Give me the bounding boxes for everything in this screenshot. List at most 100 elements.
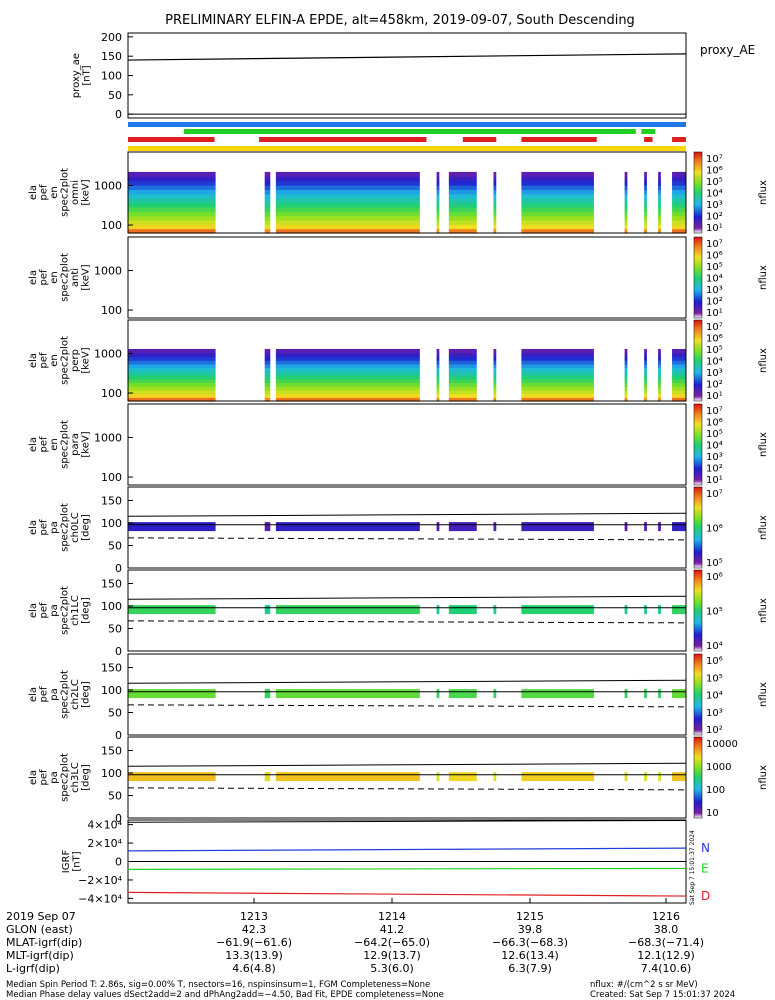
pitch-angle-cell [493,772,497,782]
spectrogram-cell [521,224,594,230]
colorbar-tick-label: 10² [706,380,723,391]
y-tick-label: 1000 [94,179,122,192]
spectrogram-cell [672,228,686,234]
y-tick-label: 50 [108,623,122,636]
spectrogram-cell [521,348,594,354]
spectrogram-cell [521,352,594,357]
y-axis-label: ela pef en spec2plot para [keV] [28,420,92,469]
y-axis-label-line: pef [38,602,49,619]
spectrogram-cell [436,367,440,372]
colorbar-tick-label: 10³ [706,708,723,719]
footer-glon: 38.0 [654,923,679,936]
pitch-angle-cell [658,689,661,699]
status-bar-segment [641,129,656,134]
spectrogram-cell [521,356,594,361]
status-bar-segment [128,137,215,142]
spectrogram-cell [436,389,440,395]
spectrogram-cell [436,356,440,361]
spectrogram-cell [658,382,661,387]
spectrogram-cell [521,228,594,234]
colorbar-tick-label: 1000 [706,762,731,773]
spectrogram-cell [275,202,420,208]
pitch-angle-cell [448,522,477,532]
footer-mlt: 12.1(12.9) [637,949,695,962]
footer-table: 2019 Sep 07 GLON (east) MLAT-igrf(dip) M… [6,830,735,1000]
footer-glon: 39.8 [518,923,543,936]
spectrogram-cell [448,224,477,230]
y-tick-label: 150 [101,578,122,591]
spectrogram-cell [448,228,477,234]
pitch-angle-cell [521,689,594,699]
y-axis-label-line: ch3LC [70,762,81,793]
y-axis-label-line: pa [49,688,60,700]
colorbar-tick-label: 10⁶ [706,251,723,262]
spectrogram-cell [448,397,477,402]
footer-column: 1216 38.0 −68.3(−71.4) 12.1(12.9) 7.4(10… [628,910,704,975]
panel-frame [127,236,687,319]
spectrogram-cell [493,198,497,204]
spectrogram-cell [672,371,686,376]
spectrogram-cell [658,180,661,186]
pitch-angle-cell [264,689,271,699]
spectrogram-cell [672,171,686,177]
spectrogram-cell [275,206,420,212]
spectrogram-cell [448,374,477,380]
spectrogram-cell [128,374,216,380]
spectrogram-cell [658,360,661,365]
spectrogram-cell [644,378,647,384]
spectrogram-cell [493,228,497,234]
pitch-angle-cell [672,689,686,699]
spectrogram-cell [264,171,271,177]
y-axis-label-line: perp [70,349,81,372]
footer-time: 1216 [652,910,680,923]
spectrogram-cell [128,389,216,395]
pitch-angle-cell [658,605,661,615]
spectrogram-cell [658,171,661,177]
spectrogram-cell [128,397,216,402]
spectrogram-cell [264,224,271,230]
loss-cone-line [127,620,687,624]
colorbar-tick-label: 10⁷ [706,406,723,417]
panel-frame [127,486,687,569]
spectrogram-cell [521,184,594,190]
spectrogram-cell [448,393,477,398]
spectrogram-cell [264,360,271,365]
y-tick-label: 1000 [94,431,122,444]
footer-mlat: −64.2(−65.0) [354,936,430,949]
spectrogram-cell [448,363,477,369]
spectrogram-cell [672,176,686,182]
colorbar-tick-label: 10³ [706,200,723,211]
spectrogram-cell [521,211,594,217]
spectrogram-cell [644,189,647,195]
y-axis-label-line: anti [70,268,81,287]
y-axis-label-line: proxy_ae [71,53,82,98]
status-bar-segment [644,137,653,142]
spectrogram-cell [672,219,686,225]
spectrogram-cell [128,348,216,354]
y-axis-label-line: [keV] [80,264,91,290]
y-tick-label: 50 [108,540,122,553]
y-axis-label-line: spec2plot [59,753,70,802]
spectrogram-cell [275,215,420,221]
y-tick-label: 200 [101,31,122,44]
colorbar-tick-label: 10⁴ [706,641,723,652]
panel-frame [127,653,687,736]
y-tick-label: 50 [108,707,122,720]
y-tick-label: 150 [101,50,122,63]
spectrogram-cell [624,386,628,391]
pitch-angle-cell [264,522,271,532]
colorbar-tick-label: 10³ [706,452,723,463]
spectrogram-cell [275,348,420,354]
spectrogram-cell [521,389,594,395]
colorbar [693,236,703,319]
colorbar-tick-label: 10⁴ [706,189,723,200]
spectrogram-cell [264,363,271,369]
spectrogram-cell [448,176,477,182]
y-axis-label-line: pef [38,269,49,286]
spectrogram-cell [644,367,647,372]
colorbar [693,486,703,569]
colorbar-tick-label: 10³ [706,368,723,379]
spectrogram-cell [624,228,628,234]
spectrogram-cell [128,193,216,199]
igrf-component-line [127,867,687,870]
